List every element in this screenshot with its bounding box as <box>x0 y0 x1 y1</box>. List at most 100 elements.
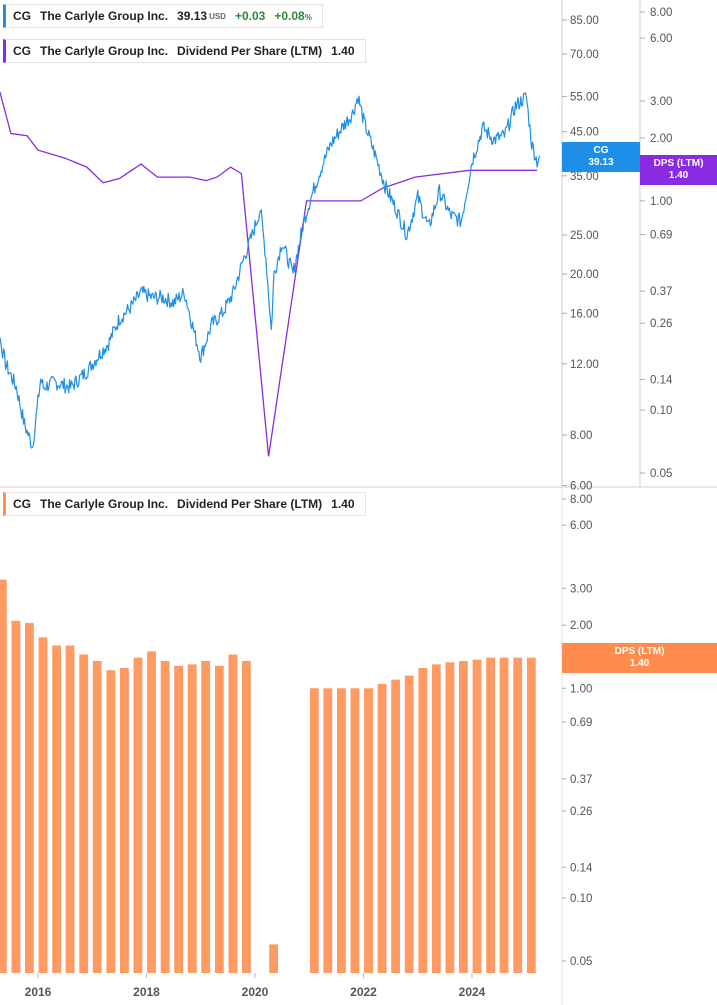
dps-bar-legend[interactable]: CG The Carlyle Group Inc. Dividend Per S… <box>3 492 366 516</box>
dps-bar-axis-tag: DPS (LTM) 1.40 <box>562 643 717 673</box>
dps-bar <box>160 661 170 973</box>
dps-bar <box>106 670 116 973</box>
dps-bar-tag-label: DPS (LTM) <box>614 646 665 657</box>
dps-bar <box>499 657 509 973</box>
x-axis-tick-label: 2016 <box>25 985 52 999</box>
dps-axis-tick-label: 6.00 <box>650 33 672 45</box>
dps-bar <box>350 688 360 973</box>
price-legend-ticker: CG <box>13 9 31 23</box>
bar-axis-tick-label: 8.00 <box>570 494 592 506</box>
bar-axis-tick-label: 3.00 <box>570 583 592 595</box>
dps-axis-tick-label: 3.00 <box>650 96 672 108</box>
dps-bar <box>11 620 21 973</box>
dps-bar-tag-value: 1.40 <box>629 658 650 669</box>
dps-bar-panel-ticks: 8.00 6.00 3.00 2.00 1.00 0.69 0.37 0.26 0.14 0.10… <box>562 494 593 968</box>
bar-axis-tick-label: 1.00 <box>570 683 592 695</box>
price-axis-tick-label: 85.00 <box>570 15 599 27</box>
x-axis-tick-label: 2018 <box>133 985 160 999</box>
percent-sign: % <box>304 13 312 22</box>
price-panel-ticks: 85.00 70.00 55.00 45.00 35.00 25.00 20.00 16.00… <box>562 7 673 493</box>
dps-bar <box>242 661 251 973</box>
dps-bar <box>309 688 319 973</box>
dps-axis-tick-label: 0.05 <box>650 468 672 480</box>
dps-bar <box>418 668 428 973</box>
x-axis-ticks: 2016 2018 2020 2022 2024 <box>25 973 486 999</box>
dps-bar <box>459 661 468 973</box>
dps-bar <box>201 661 211 973</box>
price-axis-tick-label: 25.00 <box>570 230 599 242</box>
dps-bar <box>120 668 129 973</box>
dps-bar-series <box>0 579 536 973</box>
price-legend[interactable]: CG The Carlyle Group Inc. 39.13 USD +0.0… <box>3 4 323 28</box>
dps-bar <box>187 664 197 973</box>
price-axis-tick-label: 6.00 <box>570 481 592 493</box>
dps-legend-name: The Carlyle Group Inc. <box>40 44 169 58</box>
bar-axis-tick-label: 0.14 <box>570 862 593 874</box>
dps-bar <box>364 688 373 973</box>
price-legend-currency: USD <box>209 11 226 21</box>
dps-bar <box>391 679 400 973</box>
bar-axis-tick-label: 0.26 <box>570 806 592 818</box>
x-axis-tick-label: 2022 <box>350 985 377 999</box>
dps-legend-metric: Dividend Per Share (LTM) <box>177 44 323 58</box>
price-legend-change: +0.03 <box>234 9 266 23</box>
dps-bar <box>228 654 238 973</box>
dps-bar-legend-ticker: CG <box>13 497 31 511</box>
dps-bar <box>147 651 156 973</box>
price-axis-tick-label: 45.00 <box>570 127 599 139</box>
x-axis-tick-label: 2020 <box>242 985 269 999</box>
dps-bar <box>65 645 75 973</box>
price-legend-name: The Carlyle Group Inc. <box>40 9 169 23</box>
dps-bar <box>25 622 34 973</box>
bar-axis-tick-label: 0.37 <box>570 774 592 786</box>
price-axis-tick-label: 35.00 <box>570 171 599 183</box>
dps-tag-value: 1.40 <box>668 170 689 181</box>
dps-axis-tick-label: 2.00 <box>650 133 672 145</box>
dps-axis-tick-label: 0.14 <box>650 374 673 386</box>
dps-legend[interactable]: CG The Carlyle Group Inc. Dividend Per S… <box>3 39 366 63</box>
dps-axis-tag: DPS (LTM) 1.40 <box>640 155 717 185</box>
dps-bar <box>486 657 495 973</box>
dps-bar <box>513 657 523 973</box>
price-axis-tick-label: 70.00 <box>570 49 599 61</box>
bar-axis-tick-label: 0.05 <box>570 956 592 968</box>
price-axis-tick-label: 20.00 <box>570 269 599 281</box>
dps-bar <box>269 944 278 973</box>
dps-bar <box>431 664 441 973</box>
dps-bar <box>174 665 183 973</box>
dps-bar <box>92 661 102 973</box>
dps-bar <box>377 683 387 973</box>
bar-axis-tick-label: 0.10 <box>570 893 592 905</box>
bar-axis-tick-label: 6.00 <box>570 520 592 532</box>
dps-bar <box>38 637 48 973</box>
price-axis-tick-label: 8.00 <box>570 430 592 442</box>
price-legend-value: 39.13 <box>177 9 208 23</box>
dps-bar <box>133 657 143 973</box>
dps-line-series <box>0 91 538 457</box>
dps-bar <box>337 688 346 973</box>
price-axis-tick-label: 55.00 <box>570 91 599 103</box>
dps-bar <box>214 665 224 973</box>
price-legend-change-pct: +0.08% <box>274 9 312 23</box>
dps-bar <box>526 657 536 973</box>
dps-bar <box>52 645 61 973</box>
dps-bar-legend-name: The Carlyle Group Inc. <box>40 497 169 511</box>
dps-axis-tick-label: 0.10 <box>650 405 672 417</box>
dps-axis-tick-label: 1.00 <box>650 196 672 208</box>
dps-axis-tick-label: 8.00 <box>650 7 672 19</box>
dps-bar <box>323 688 333 973</box>
dps-bar-legend-value: 1.40 <box>331 497 355 511</box>
dps-bar <box>404 675 414 973</box>
dps-bar <box>445 662 455 973</box>
dps-tag-label: DPS (LTM) <box>653 158 704 169</box>
price-axis-tag: CG 39.13 <box>562 142 640 172</box>
price-line-series <box>0 92 541 449</box>
dps-bar <box>79 654 89 973</box>
dps-legend-ticker: CG <box>13 44 31 58</box>
price-axis-tick-label: 12.00 <box>570 359 599 371</box>
dps-legend-value: 1.40 <box>331 44 355 58</box>
dps-axis-tick-label: 0.69 <box>650 230 672 242</box>
x-axis-tick-label: 2024 <box>459 985 486 999</box>
bar-axis-tick-label: 2.00 <box>570 620 592 632</box>
